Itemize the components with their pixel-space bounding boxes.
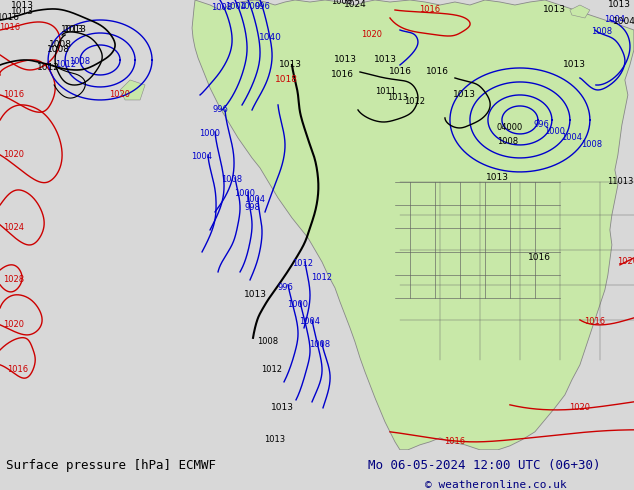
Text: 1016: 1016 [420,5,441,15]
Text: 1020: 1020 [110,91,131,99]
Text: 1013: 1013 [264,435,285,444]
Text: 1011: 1011 [375,87,396,97]
Polygon shape [570,5,590,18]
Text: 1013: 1013 [453,91,476,99]
Text: 1020: 1020 [3,320,24,329]
Text: 996: 996 [254,2,270,11]
Text: 1000: 1000 [200,129,221,139]
Text: 1018: 1018 [275,75,297,84]
Text: 1013: 1013 [333,55,356,65]
Text: 1008: 1008 [49,41,72,49]
Text: 1013: 1013 [63,25,87,34]
Text: 1028: 1028 [3,275,24,284]
Text: 1004: 1004 [561,133,583,143]
Text: 1016: 1016 [427,68,450,76]
Text: 1008: 1008 [592,27,612,36]
Text: 1013: 1013 [243,291,266,299]
Text: 1040: 1040 [259,33,281,43]
Text: 1012: 1012 [55,60,75,70]
Text: 1012: 1012 [292,259,313,269]
Text: 1008: 1008 [212,3,233,13]
Text: 1012: 1012 [311,273,332,282]
Text: 1016: 1016 [389,68,411,76]
Text: 1016: 1016 [330,71,354,79]
Text: 996: 996 [277,283,293,293]
Text: 1012: 1012 [261,366,283,374]
Text: 1013: 1013 [11,7,34,17]
Text: 1008: 1008 [221,175,243,184]
Text: 996: 996 [534,121,550,129]
Text: 1013: 1013 [387,94,408,102]
Text: 1016: 1016 [585,318,605,326]
Text: 1020: 1020 [569,403,590,413]
Text: 1020: 1020 [618,257,634,267]
Text: 1000: 1000 [287,300,309,309]
Text: Surface pressure [hPa] ECMWF: Surface pressure [hPa] ECMWF [6,459,216,471]
Text: 1004: 1004 [299,318,321,326]
Text: 1013: 1013 [486,173,510,182]
Text: 1020: 1020 [361,30,382,40]
Text: 1008: 1008 [257,337,278,346]
Text: 1013: 1013 [543,5,566,15]
Polygon shape [120,80,145,100]
Text: 1004: 1004 [604,16,625,24]
Text: 1012: 1012 [404,98,425,106]
Text: 1004: 1004 [226,2,247,11]
Text: 1016: 1016 [8,366,29,374]
Text: 1013: 1013 [373,55,396,65]
Text: 1004: 1004 [614,18,634,26]
Text: Mo 06-05-2024 12:00 UTC (06+30): Mo 06-05-2024 12:00 UTC (06+30) [368,459,600,471]
Text: 1012: 1012 [37,64,60,73]
Text: 1013: 1013 [11,1,34,10]
Text: 1000: 1000 [240,2,261,11]
Text: 996: 996 [212,105,228,115]
Text: 1013: 1013 [278,60,302,70]
Text: 1013: 1013 [61,25,84,34]
Text: 1016: 1016 [444,437,465,446]
Text: 11013: 11013 [607,177,633,186]
Text: 1013: 1013 [271,403,294,413]
Text: 1004: 1004 [245,196,266,204]
Text: 1008: 1008 [70,57,91,67]
Text: © weatheronline.co.uk: © weatheronline.co.uk [425,480,567,490]
Text: 1013: 1013 [609,0,631,9]
Text: 1016: 1016 [3,91,24,99]
Text: 1004: 1004 [191,152,212,161]
Text: 1008: 1008 [309,341,330,349]
Text: 1008: 1008 [332,0,353,6]
Polygon shape [192,0,634,450]
Text: 1024: 1024 [344,0,366,9]
Text: 1016: 1016 [528,253,552,263]
Text: 1024: 1024 [3,223,24,232]
Text: 998: 998 [244,203,260,213]
Text: 1016: 1016 [0,14,20,23]
Text: 1008: 1008 [47,46,70,54]
Text: 1000: 1000 [235,190,256,198]
Text: 1013: 1013 [564,60,586,70]
Text: 1016: 1016 [0,24,21,32]
Text: 1008: 1008 [497,137,519,147]
Text: 1000: 1000 [545,127,566,136]
Text: 1020: 1020 [3,150,24,159]
Text: 04000: 04000 [497,123,523,132]
Text: 1008: 1008 [581,141,602,149]
